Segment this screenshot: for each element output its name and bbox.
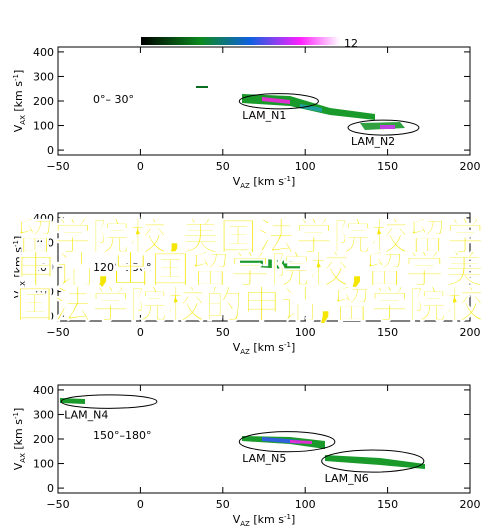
region-label: LAM_N5 [242,452,286,465]
y-tick-label: 0 [47,144,54,157]
axis-unit: [km s [12,81,25,115]
axis-sub: AX [19,453,27,463]
axis-unit: [km s [250,513,284,526]
overlay-line: 申请,出国留学院校,留学美 [16,248,484,292]
y-tick-label: 0 [47,482,54,495]
y-tick-label: 400 [33,384,54,397]
y-tick-label: 100 [33,458,54,471]
x-tick-label: 200 [460,160,481,173]
x-tick-label: −50 [46,326,69,339]
axis-sub: AX [19,115,27,125]
x-tick-label: 0 [137,160,144,173]
y-tick-label: 0 [47,310,54,323]
x-tick-label: 200 [460,326,481,339]
x-tick-label: 0 [137,498,144,511]
axis-sup: -1 [284,175,291,183]
annotation: 0°– 30° [93,93,134,106]
y-tick-label: 300 [33,236,54,249]
axis-close: ] [12,236,25,240]
overlay-line: 留学院校,美国法学院校留学 [16,215,484,259]
axis-close: ] [291,513,295,526]
x-tick-label: 150 [377,160,398,173]
axis-symbol: V [233,341,241,354]
region [238,93,319,110]
x-tick-label: 150 [377,326,398,339]
y-tick-label: 400 [33,212,54,225]
region-label: LAM_N4 [64,408,108,421]
overlay: 留学院校,美国法学院校留学 申请,出国留学院校,留学美 国法学院校的申请,留学院… [16,215,485,328]
y-tick-label: 200 [33,261,54,274]
y-tick-label: 400 [33,46,54,59]
axis-unit: [km s [12,247,25,281]
region [238,431,336,453]
axis-sub: AZ [240,520,250,528]
axis-close: ] [291,341,295,354]
region-label: LAM_N2 [351,135,395,148]
axis-unit: [km s [250,341,284,354]
axis-symbol: V [12,290,25,298]
x-tick-label: 50 [216,498,230,511]
y-tick-label: 100 [33,120,54,133]
axis-close: ] [291,175,295,188]
x-tick-label: 50 [216,160,230,173]
y-tick-label: 300 [33,70,54,83]
overlay-line: 国法学院校的申请,留学院校 [16,283,484,327]
axis-symbol: V [233,175,241,188]
colorbar-tick-label: 12 [344,37,358,50]
annotation: 120°–150° [93,261,152,274]
axis-sup: -1 [12,412,20,419]
axis-title: VAX [km s-1] [12,236,27,299]
x-tick-label: 0 [137,326,144,339]
y-tick-label: 300 [33,408,54,421]
axis-close: ] [12,408,25,412]
y-tick-label: 100 [33,286,54,299]
region-label: LAM_N1 [242,109,286,122]
region [347,119,420,136]
x-tick-label: 50 [216,326,230,339]
axis-sub: AX [19,281,27,291]
axis-sup: -1 [284,341,291,349]
axis-sup: -1 [12,240,20,247]
axis-unit: [km s [250,175,284,188]
annotation: 150°–180° [93,429,152,442]
axis-unit: [km s [12,419,25,453]
x-tick-label: −50 [46,160,69,173]
axis-symbol: V [233,513,241,526]
axis-sup: -1 [12,74,20,81]
x-tick-label: 100 [295,498,316,511]
x-tick-label: 200 [460,498,481,511]
axis-close: ] [12,70,25,74]
axis-title: VAZ [km s-1] [233,175,296,190]
region-label: LAM_N6 [325,472,369,485]
region [321,449,425,473]
axis-title: VAZ [km s-1] [233,341,296,356]
x-tick-label: 100 [295,160,316,173]
axis-sup: -1 [284,513,291,521]
axis-sub: AZ [240,182,250,190]
y-tick-label: 200 [33,95,54,108]
axis-title: VAZ [km s-1] [233,513,296,528]
x-tick-label: 150 [377,498,398,511]
colorbar [141,37,340,45]
axis-symbol: V [12,462,25,470]
region [60,394,158,409]
axis-sub: AZ [240,348,250,356]
streaks [60,86,425,469]
x-tick-label: −50 [46,498,69,511]
x-tick-label: 100 [295,326,316,339]
axis-title: VAX [km s-1] [12,408,27,471]
axis-title: VAX [km s-1] [12,70,27,133]
axis-symbol: V [12,124,25,132]
y-tick-label: 200 [33,433,54,446]
